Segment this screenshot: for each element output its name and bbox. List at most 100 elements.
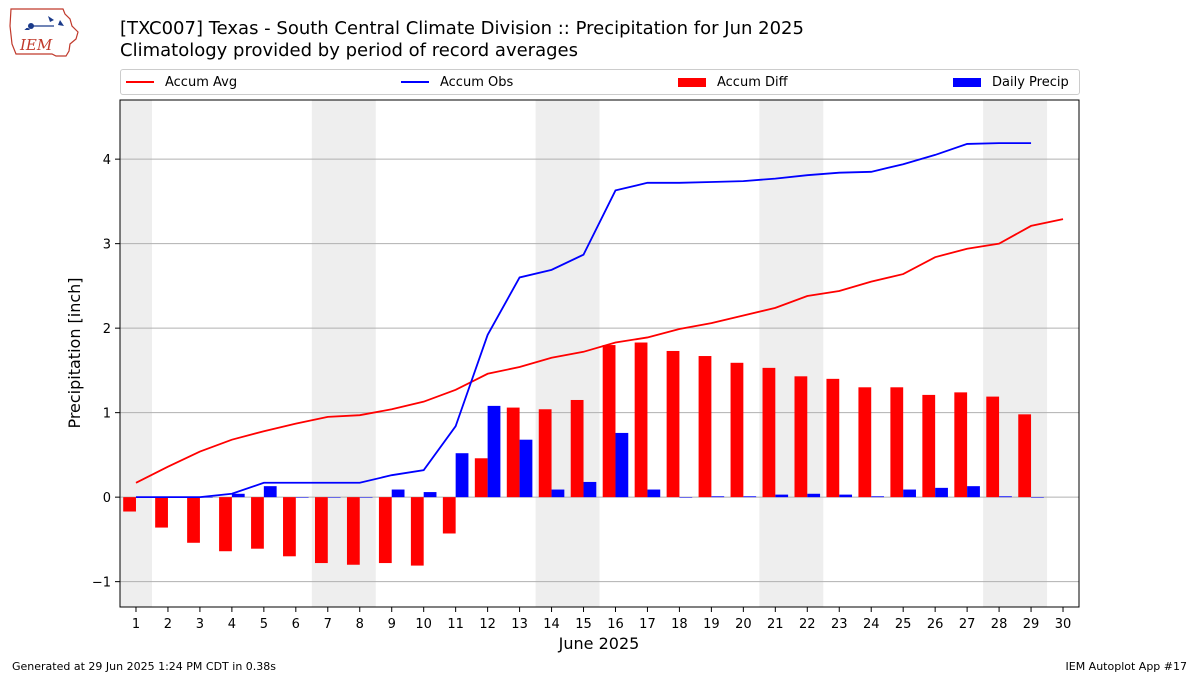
- x-tick-label: 20: [735, 617, 752, 632]
- accum-diff-bar: [986, 396, 1000, 498]
- accum-diff-bar: [474, 458, 488, 498]
- legend-item-accum-avg: Accum Avg: [126, 70, 237, 94]
- daily-precip-bar: [967, 486, 980, 498]
- iem-logo-icon: ☁ IEM: [9, 8, 79, 57]
- weekend-shading: [120, 100, 1048, 607]
- accum-diff-bar: [410, 497, 424, 566]
- y-tick-label: 4: [103, 153, 111, 168]
- x-tick-label: 3: [196, 617, 204, 632]
- y-tick-label: 0: [103, 491, 111, 506]
- x-tick-label: 30: [1055, 617, 1072, 632]
- daily-precip-bar: [711, 496, 725, 498]
- accum-diff-bar: [442, 497, 456, 534]
- y-tick-label: 1: [103, 407, 111, 422]
- x-tick-label: 19: [703, 617, 720, 632]
- x-axis-ticks: 1 2 3 4 5 6 7 8 9 10 11 12 13 14 15 16 17 18 19 20 21 22 23 24 2…: [132, 607, 1071, 632]
- legend-item-accum-obs: Accum Obs: [401, 70, 513, 94]
- accum-diff-bar: [219, 497, 232, 552]
- weekend-band: [983, 100, 1048, 607]
- legend: Accum Avg Accum Obs Accum Diff Daily Pre…: [120, 69, 1080, 95]
- x-tick-label: 24: [863, 617, 880, 632]
- daily-precip-bar: [359, 497, 373, 498]
- x-tick-label: 16: [607, 617, 624, 632]
- generated-timestamp: Generated at 29 Jun 2025 1:24 PM CDT in …: [12, 660, 277, 673]
- accum-diff-bar: [858, 387, 872, 498]
- accum-diff-bar: [187, 497, 200, 543]
- x-tick-label: 28: [991, 617, 1008, 632]
- x-tick-label: 2: [164, 617, 172, 632]
- daily-precip-bar: [263, 486, 277, 498]
- y-tick-label: 2: [103, 322, 111, 337]
- x-tick-label: 14: [543, 617, 560, 632]
- svg-text:☁: ☁: [24, 25, 30, 32]
- legend-label-accum-obs: Accum Obs: [440, 74, 514, 90]
- iem-logo: ☁ IEM: [8, 6, 80, 60]
- daily-precip-bar: [615, 432, 629, 498]
- daily-precip-bar: [1031, 497, 1044, 498]
- weekend-band: [535, 100, 600, 607]
- x-tick-label: 12: [479, 617, 496, 632]
- x-tick-label: 17: [639, 617, 656, 632]
- accum-diff-bar: [954, 392, 968, 498]
- weekend-band: [120, 100, 152, 607]
- x-tick-label: 11: [447, 617, 464, 632]
- daily-precip-bar: [999, 496, 1012, 498]
- daily-precip-bar: [583, 481, 597, 498]
- x-tick-label: 23: [831, 617, 848, 632]
- x-tick-label: 5: [260, 617, 268, 632]
- accum-diff-bar: [826, 378, 840, 498]
- lines-layer: [135, 142, 1064, 499]
- accum-avg-line: [135, 218, 1064, 484]
- daily-precip-bar: [871, 496, 885, 498]
- x-axis-label: June 2025: [558, 634, 640, 653]
- daily-precip-bar: [391, 489, 405, 498]
- title-line-2: Climatology provided by period of record…: [120, 40, 578, 61]
- accum-diff-bar: [602, 345, 616, 498]
- legend-swatch-accum-diff: [678, 77, 706, 87]
- app-label: IEM Autoplot App #17: [1065, 660, 1188, 673]
- x-tick-label: 7: [324, 617, 332, 632]
- x-tick-label: 10: [415, 617, 432, 632]
- grid-lines: [120, 158, 1079, 583]
- accum-diff-bar: [155, 497, 168, 528]
- legend-label-accum-avg: Accum Avg: [165, 74, 238, 90]
- accum-diff-bar: [570, 399, 584, 498]
- daily-precip-bar: [487, 405, 501, 498]
- x-tick-label: 27: [959, 617, 976, 632]
- y-axis-label: Precipitation [inch]: [65, 277, 84, 428]
- legend-label-accum-diff: Accum Diff: [717, 74, 788, 90]
- legend-label-daily-precip: Daily Precip: [992, 74, 1069, 90]
- daily-precip-bar: [647, 489, 661, 498]
- accum-diff-bar: [794, 376, 808, 498]
- daily-precip-bar: [839, 494, 853, 498]
- daily-precip-bar: [743, 496, 757, 498]
- accum-diff-bar: [634, 342, 648, 498]
- x-tick-label: 18: [671, 617, 688, 632]
- accum-diff-bar: [378, 497, 392, 564]
- y-tick-label: −1: [92, 576, 111, 591]
- accum-diff-bar: [762, 367, 776, 498]
- accum-diff-bar: [922, 394, 936, 498]
- accum-obs-line: [135, 142, 1032, 499]
- daily-precip-bar: [199, 497, 213, 498]
- daily-precip-bar: [519, 439, 533, 498]
- x-tick-label: 22: [799, 617, 816, 632]
- x-tick-label: 1: [132, 617, 140, 632]
- x-tick-label: 9: [388, 617, 396, 632]
- bars-layer: [123, 342, 1044, 566]
- x-tick-label: 8: [356, 617, 364, 632]
- daily-precip-bar: [295, 497, 309, 498]
- accum-diff-bar: [346, 497, 360, 565]
- x-tick-label: 29: [1023, 617, 1040, 632]
- daily-precip-bar: [231, 493, 245, 498]
- logo-text: IEM: [19, 36, 53, 54]
- accum-diff-bar: [538, 409, 552, 498]
- x-tick-label: 26: [927, 617, 944, 632]
- x-tick-label: 6: [292, 617, 300, 632]
- accum-diff-bar: [890, 387, 904, 498]
- plot-frame: [119, 99, 1080, 608]
- legend-swatch-daily-precip: [953, 77, 981, 87]
- daily-precip-bar: [423, 492, 437, 498]
- accum-diff-bar: [730, 362, 744, 498]
